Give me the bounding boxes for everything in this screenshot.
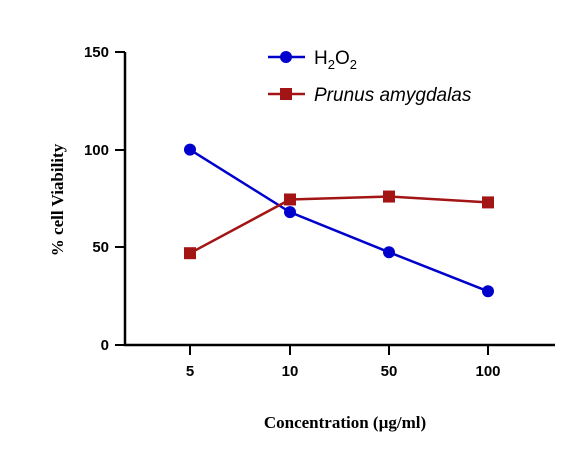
data-point-s0-p3	[482, 285, 494, 298]
legend-sub-2b: 2	[350, 57, 357, 72]
series-layer	[184, 143, 494, 298]
x-tick-label: 100	[475, 363, 500, 380]
data-point-s0-p2	[383, 246, 395, 259]
data-point-s0-p0	[184, 143, 196, 156]
data-point-s1-p2	[383, 190, 395, 203]
data-point-s0-p1	[284, 206, 296, 219]
x-tick-label: 10	[282, 363, 299, 380]
y-axis-title: % cell Viability	[48, 143, 67, 256]
x-tick-label: 5	[186, 363, 194, 380]
legend-o-text: O	[335, 48, 350, 69]
y-tick-label: 150	[84, 44, 109, 61]
legend-sub-2: 2	[328, 57, 335, 72]
data-point-s1-p3	[482, 196, 494, 209]
legend-entry-prunus: Prunus amygdalas	[268, 85, 472, 106]
series-line-1	[189, 195, 489, 255]
y-ticks: 150 100 50 0	[84, 44, 125, 354]
legend-label-h2o2: H2O2	[314, 48, 357, 72]
x-ticks: 5 10 50 100	[186, 345, 501, 380]
legend-entry-h2o2: H2O2	[268, 48, 357, 72]
legend-h-text: H	[314, 48, 328, 69]
x-tick-label: 50	[381, 363, 398, 380]
legend-marker-h2o2	[280, 51, 292, 63]
series-line-0	[189, 148, 489, 293]
y-tick-label: 0	[101, 337, 109, 354]
legend-label-prunus: Prunus amygdalas	[314, 85, 472, 106]
y-tick-label: 50	[92, 239, 109, 256]
data-point-s1-p0	[184, 247, 196, 260]
y-tick-label: 100	[84, 142, 109, 159]
legend: H2O2 Prunus amygdalas	[268, 48, 472, 106]
x-axis-title: Concentration (µg/ml)	[264, 413, 426, 432]
data-point-s1-p1	[284, 193, 296, 206]
legend-marker-prunus	[280, 88, 292, 100]
